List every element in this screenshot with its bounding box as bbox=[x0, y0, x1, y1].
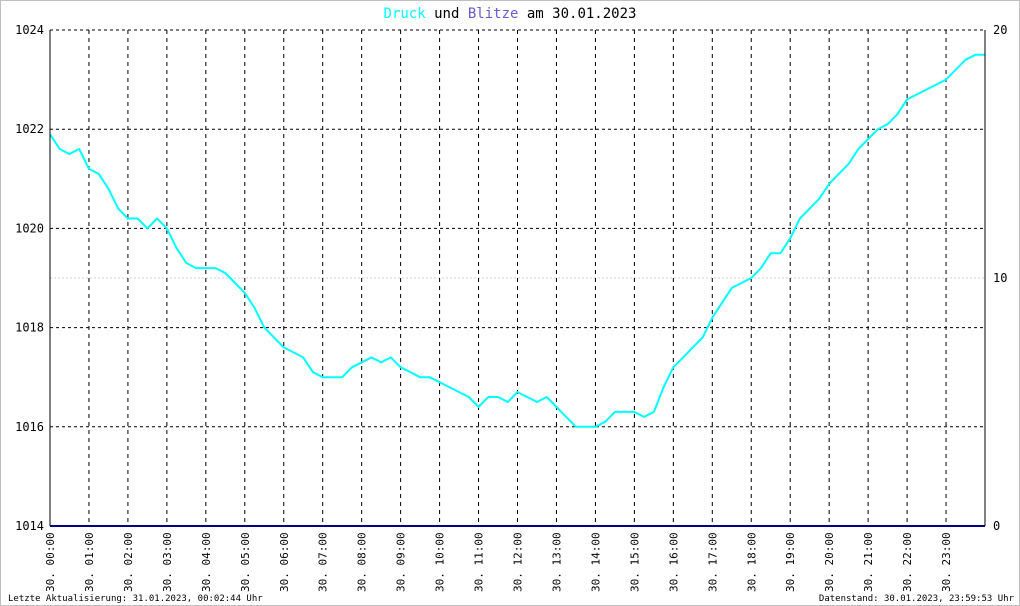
x-tick-label: 30. 06:00 bbox=[278, 532, 291, 592]
x-tick-label: 30. 05:00 bbox=[239, 532, 252, 592]
x-tick-label: 30. 20:00 bbox=[823, 532, 836, 592]
x-tick-label: 30. 14:00 bbox=[589, 532, 602, 592]
x-tick-label: 30. 07:00 bbox=[317, 532, 330, 592]
title-part-date: am 30.01.2023 bbox=[518, 6, 636, 22]
axes-layer bbox=[49, 30, 986, 526]
x-tick-label: 30. 09:00 bbox=[395, 532, 408, 592]
x-tick-label: 30. 03:00 bbox=[161, 532, 174, 592]
x-tick-label: 30. 04:00 bbox=[200, 532, 213, 592]
title-part-und: und bbox=[426, 6, 468, 22]
y-tick-label-right: 10 bbox=[993, 271, 1007, 285]
series-layer bbox=[49, 53, 985, 527]
x-tick-label: 30. 13:00 bbox=[550, 532, 563, 592]
y-tick-label-left: 1024 bbox=[15, 23, 44, 37]
x-tick-label: 30. 17:00 bbox=[706, 532, 719, 592]
y-tick-label-left: 1022 bbox=[15, 122, 44, 136]
x-tick-label: 30. 00:00 bbox=[44, 532, 57, 592]
chart-title: Druck und Blitze am 30.01.2023 bbox=[384, 6, 637, 22]
x-tick-label: 30. 12:00 bbox=[512, 532, 525, 592]
title-part-druck: Druck bbox=[384, 6, 427, 22]
x-tick-label: 30. 23:00 bbox=[940, 532, 953, 592]
y-tick-label-left: 1018 bbox=[15, 321, 44, 335]
x-tick-label: 30. 18:00 bbox=[745, 532, 758, 592]
x-tick-label: 30. 22:00 bbox=[901, 532, 914, 592]
title-part-blitze: Blitze bbox=[468, 6, 519, 22]
x-tick-label: 30. 01:00 bbox=[83, 532, 96, 592]
y-tick-label-right: 20 bbox=[993, 23, 1007, 37]
y-tick-label-left: 1020 bbox=[15, 221, 44, 235]
x-tick-label: 30. 11:00 bbox=[473, 532, 486, 592]
y-tick-label-left: 1014 bbox=[15, 519, 44, 533]
x-tick-label: 30. 08:00 bbox=[356, 532, 369, 592]
x-tick-label: 30. 10:00 bbox=[434, 532, 447, 592]
x-tick-label: 30. 02:00 bbox=[122, 532, 135, 592]
footer-last-update: Letzte Aktualisierung: 31.01.2023, 00:02… bbox=[8, 594, 263, 604]
x-tick-label: 30. 21:00 bbox=[862, 532, 875, 592]
x-tick-label: 30. 15:00 bbox=[628, 532, 641, 592]
y-tick-label-left: 1016 bbox=[15, 420, 44, 434]
y-tick-label-right: 0 bbox=[993, 519, 1000, 533]
grid-layer bbox=[50, 29, 985, 526]
x-tick-label: 30. 19:00 bbox=[784, 532, 797, 592]
x-tick-label: 30. 16:00 bbox=[667, 532, 680, 592]
footer-data-status: Datenstand: 30.01.2023, 23:59:53 Uhr bbox=[819, 594, 1015, 604]
series-line-druck bbox=[49, 53, 985, 428]
